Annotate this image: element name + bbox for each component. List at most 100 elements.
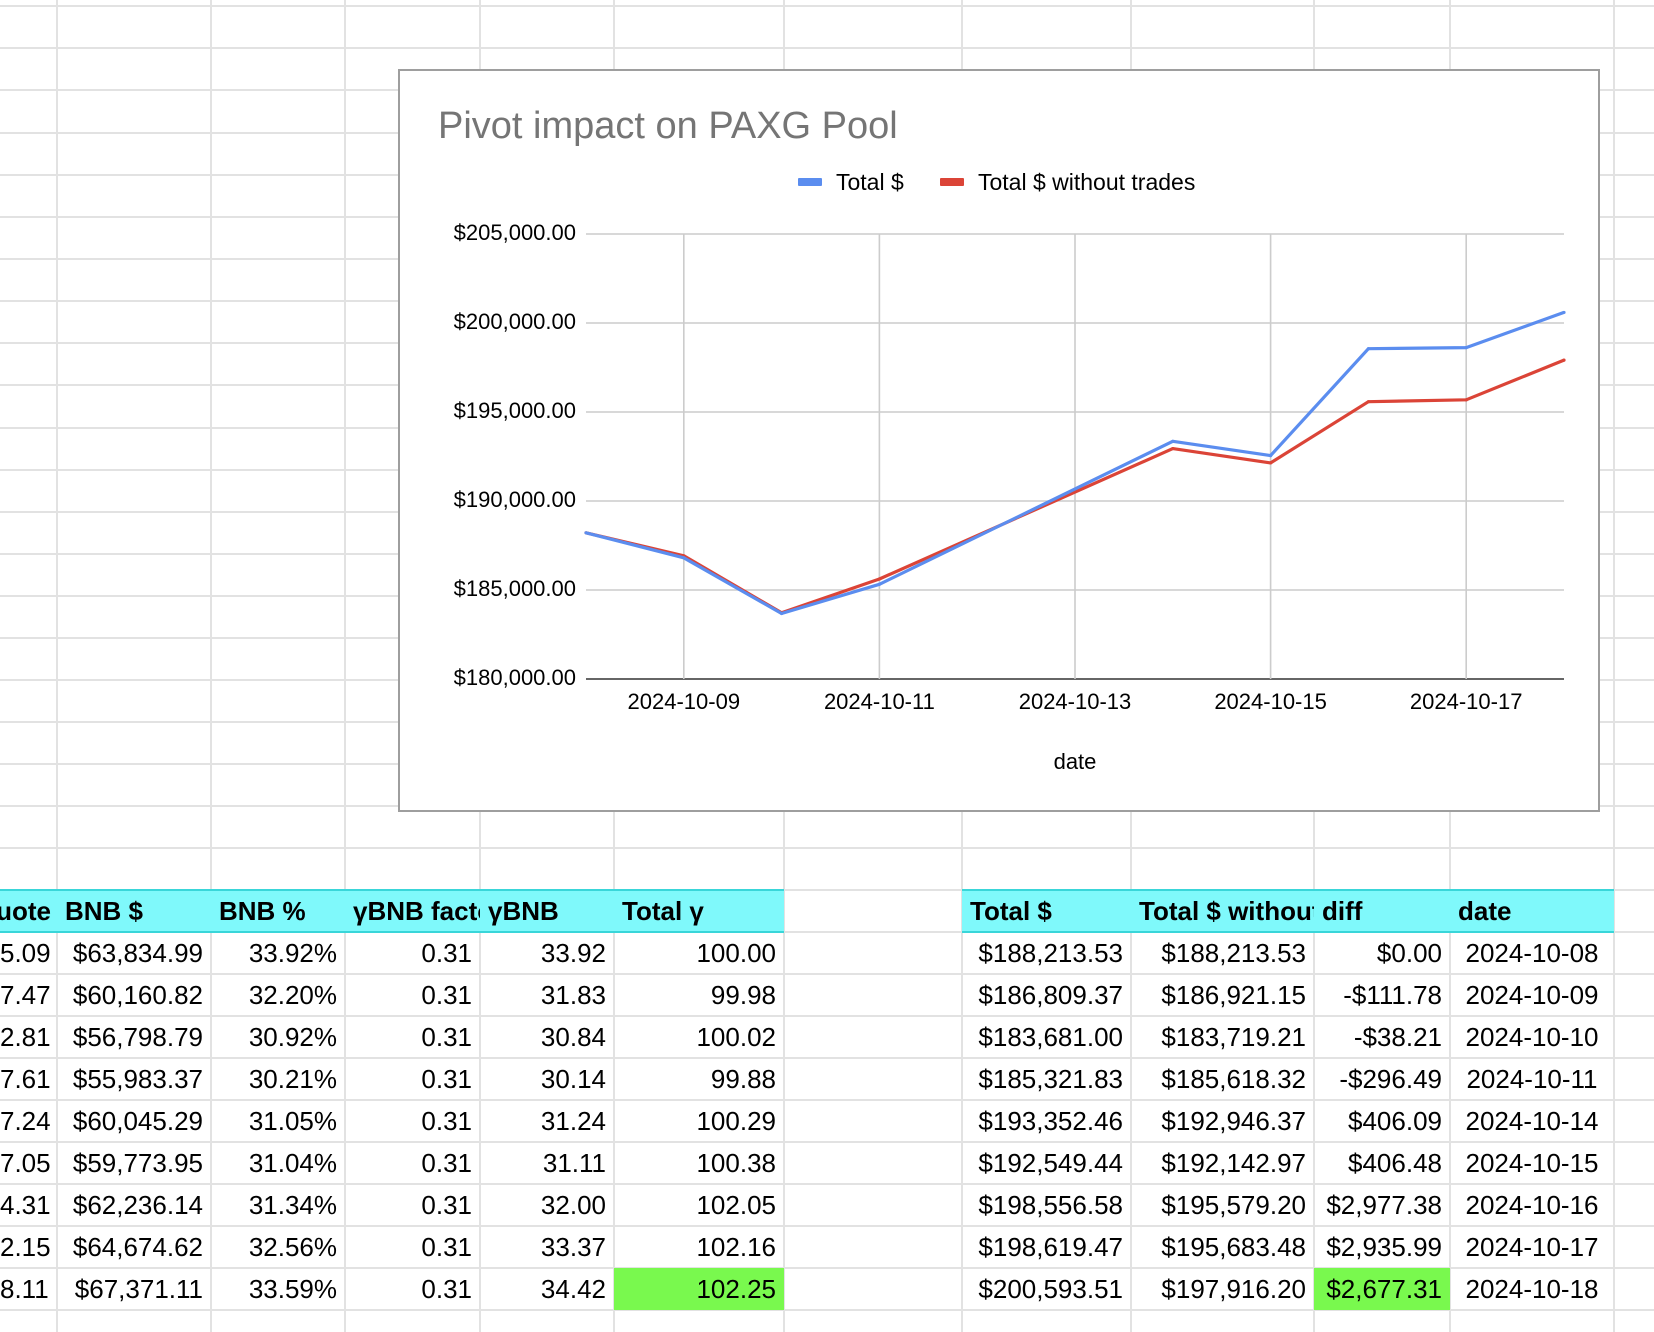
left-cell[interactable]: 30.92%: [248, 1022, 337, 1052]
legend-item-without-trades[interactable]: Total $ without trades: [940, 169, 1195, 196]
right-cell[interactable]: $192,946.37: [1161, 1106, 1306, 1136]
left-cell[interactable]: 0.31: [421, 1232, 472, 1262]
right-cell[interactable]: 2024-10-09: [1465, 980, 1599, 1010]
right-cell[interactable]: $406.09: [1348, 1106, 1442, 1136]
data-point-without-trades[interactable]: [1562, 358, 1566, 362]
right-cell[interactable]: $198,556.58: [978, 1190, 1123, 1220]
left-cell[interactable]: 102.05: [696, 1190, 776, 1220]
left-cell[interactable]: $59,773.95: [72, 1148, 203, 1178]
left-cell[interactable]: 102.25: [614, 1268, 784, 1310]
left-cell[interactable]: 0.31: [421, 1190, 472, 1220]
left-cell[interactable]: $56,798.79: [72, 1022, 203, 1052]
data-point-total[interactable]: [584, 531, 588, 535]
right-cell[interactable]: $195,683.48: [1161, 1232, 1306, 1262]
right-cell[interactable]: $192,549.44: [978, 1148, 1123, 1178]
right-cell[interactable]: $0.00: [1376, 938, 1442, 968]
right-cell[interactable]: 2024-10-14: [1465, 1106, 1599, 1136]
data-point-without-trades[interactable]: [1269, 461, 1273, 465]
left-cell[interactable]: 30.84: [540, 1022, 606, 1052]
right-header-cell[interactable]: Total $ without trades: [1131, 890, 1314, 932]
right-cell[interactable]: $183,719.21: [1161, 1022, 1306, 1052]
right-cell[interactable]: $185,321.83: [978, 1064, 1123, 1094]
right-cell[interactable]: 2024-10-10: [1465, 1022, 1599, 1052]
left-cell[interactable]: 30.14: [540, 1064, 606, 1094]
data-point-without-trades[interactable]: [1366, 400, 1370, 404]
data-point-total[interactable]: [1366, 347, 1370, 351]
right-cell[interactable]: $188,213.53: [978, 938, 1123, 968]
left-cell[interactable]: 7.05: [0, 1148, 51, 1178]
left-header-cell[interactable]: quote $: [0, 890, 57, 932]
left-cell[interactable]: 33.37: [540, 1232, 606, 1262]
left-cell[interactable]: 100.38: [696, 1148, 776, 1178]
left-cell[interactable]: 8.11: [0, 1274, 49, 1304]
left-cell[interactable]: 100.00: [696, 938, 776, 968]
left-cell[interactable]: 2.15: [0, 1232, 51, 1262]
right-cell[interactable]: -$111.78: [1343, 980, 1442, 1010]
right-cell[interactable]: $2,977.38: [1326, 1190, 1442, 1220]
right-cell[interactable]: 2024-10-11: [1466, 1064, 1598, 1094]
left-cell[interactable]: 0.31: [421, 1274, 472, 1304]
right-cell[interactable]: $2,677.31: [1314, 1268, 1450, 1310]
left-cell[interactable]: 100.29: [696, 1106, 776, 1136]
left-cell[interactable]: $63,834.99: [72, 938, 203, 968]
right-cell[interactable]: -$296.49: [1339, 1064, 1442, 1094]
left-cell[interactable]: 2.81: [0, 1022, 51, 1052]
left-cell[interactable]: 99.88: [710, 1064, 776, 1094]
data-point-total[interactable]: [1464, 345, 1468, 350]
left-cell[interactable]: $62,236.14: [72, 1190, 203, 1220]
left-cell[interactable]: 31.05%: [248, 1106, 337, 1136]
data-point-total[interactable]: [1171, 439, 1175, 443]
left-cell[interactable]: 99.98: [710, 980, 776, 1010]
data-point-total[interactable]: [877, 582, 881, 586]
left-cell[interactable]: 100.02: [696, 1022, 776, 1052]
right-cell[interactable]: 2024-10-08: [1465, 938, 1599, 968]
left-cell[interactable]: 0.31: [421, 980, 472, 1010]
right-cell[interactable]: $2,935.99: [1326, 1232, 1442, 1262]
left-header-cell[interactable]: Total γ: [614, 890, 784, 932]
left-cell[interactable]: 7.24: [0, 1106, 51, 1136]
right-cell[interactable]: $192,142.97: [1161, 1148, 1306, 1178]
left-cell[interactable]: 30.21%: [248, 1064, 337, 1094]
right-cell[interactable]: $406.48: [1348, 1148, 1442, 1178]
left-cell[interactable]: 33.92: [540, 938, 606, 968]
legend-item-total[interactable]: Total $: [798, 169, 904, 196]
data-point-without-trades[interactable]: [1171, 446, 1175, 451]
left-cell[interactable]: 102.16: [696, 1232, 776, 1262]
right-cell[interactable]: $193,352.46: [978, 1106, 1123, 1136]
right-cell[interactable]: $186,809.37: [978, 980, 1123, 1010]
right-cell[interactable]: $183,681.00: [978, 1022, 1123, 1052]
left-cell[interactable]: 0.31: [421, 1064, 472, 1094]
right-cell[interactable]: $186,921.15: [1161, 980, 1306, 1010]
left-cell[interactable]: 32.56%: [248, 1232, 337, 1262]
right-header-cell[interactable]: diff: [1314, 890, 1450, 932]
right-cell[interactable]: $185,618.32: [1161, 1064, 1306, 1094]
right-cell[interactable]: $200,593.51: [978, 1274, 1123, 1304]
left-cell[interactable]: 34.42: [540, 1274, 606, 1304]
left-cell[interactable]: 0.31: [421, 1106, 472, 1136]
left-header-cell[interactable]: γBNB factor: [345, 890, 480, 932]
left-cell[interactable]: 31.04%: [248, 1148, 337, 1178]
left-header-cell[interactable]: BNB %: [211, 890, 345, 932]
data-point-total[interactable]: [1562, 310, 1566, 315]
right-cell[interactable]: $198,619.47: [978, 1232, 1123, 1262]
right-cell[interactable]: $195,579.20: [1161, 1190, 1306, 1220]
data-point-without-trades[interactable]: [877, 577, 881, 581]
left-cell[interactable]: 33.92%: [248, 938, 337, 968]
right-cell[interactable]: 2024-10-15: [1465, 1148, 1599, 1178]
left-cell[interactable]: $60,045.29: [72, 1106, 203, 1136]
left-cell[interactable]: 0.31: [421, 1022, 472, 1052]
left-cell[interactable]: 31.34%: [248, 1190, 337, 1220]
left-cell[interactable]: 32.00: [540, 1190, 606, 1220]
left-cell[interactable]: 4.31: [0, 1190, 51, 1220]
left-cell[interactable]: $55,983.37: [72, 1064, 203, 1094]
left-cell[interactable]: 0.31: [421, 938, 472, 968]
left-cell[interactable]: 5.09: [0, 938, 51, 968]
data-point-total[interactable]: [682, 556, 686, 560]
left-cell[interactable]: 7.47: [0, 980, 51, 1010]
data-point-without-trades[interactable]: [1464, 398, 1468, 402]
data-point-total[interactable]: [1269, 454, 1273, 458]
left-header-cell[interactable]: γBNB: [480, 890, 614, 932]
left-cell[interactable]: 31.11: [542, 1148, 606, 1178]
right-cell[interactable]: 2024-10-18: [1465, 1274, 1599, 1304]
right-cell[interactable]: -$38.21: [1353, 1022, 1442, 1052]
